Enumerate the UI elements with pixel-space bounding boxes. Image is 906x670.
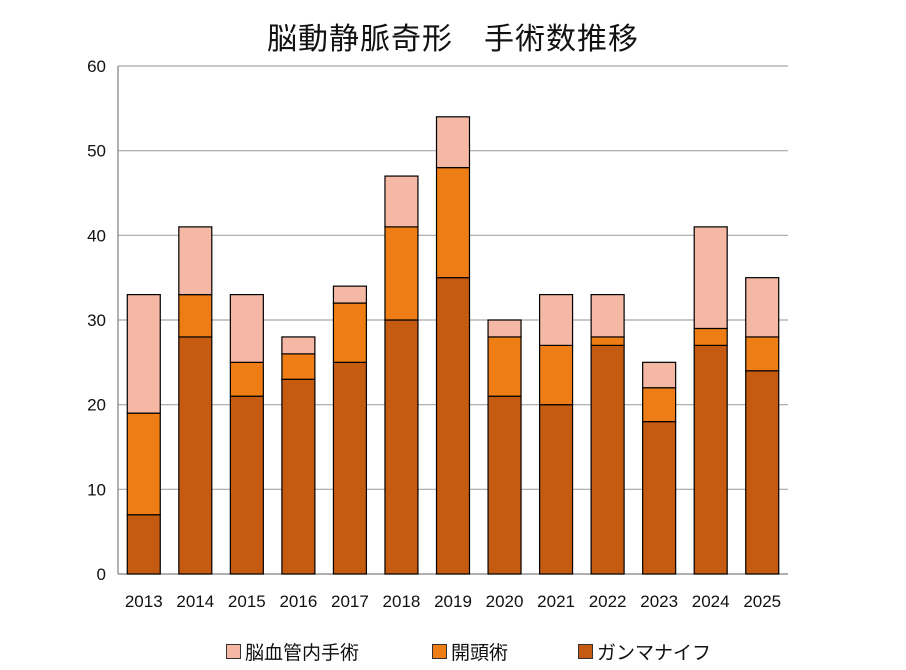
bar-2024-series-1	[693, 327, 728, 347]
y-tick-label-50: 50	[87, 142, 106, 161]
x-tick-label-2023: 2023	[640, 592, 678, 611]
legend-label-craniotomy: 開頭術	[451, 642, 509, 664]
x-tick-label-2013: 2013	[125, 592, 163, 611]
x-tick-label-2025: 2025	[743, 592, 781, 611]
legend-label-endovascular: 脳血管内手術	[245, 642, 360, 664]
bar-2025-series-0	[745, 370, 780, 575]
x-tick-label-2022: 2022	[589, 592, 627, 611]
bar-2025-series-2	[745, 277, 780, 338]
y-tick-label-20: 20	[87, 396, 106, 415]
bar-2017-series-1	[332, 302, 368, 363]
legend-item-gamma-knife: ガンマナイフ	[578, 638, 711, 665]
bar-2016-series-1	[281, 353, 316, 380]
bar-2014-series-1	[178, 294, 213, 338]
x-tick-label-2017: 2017	[331, 592, 369, 611]
bar-2020-series-0	[487, 395, 522, 575]
bar-2020-series-2	[487, 319, 522, 338]
bar-2019-series-0	[435, 277, 471, 575]
y-tick-label-10: 10	[87, 480, 106, 499]
y-tick-label-40: 40	[87, 226, 106, 245]
bar-2024-series-2	[693, 226, 728, 330]
bar-2018-series-0	[384, 319, 419, 575]
x-tick-label-2014: 2014	[176, 592, 214, 611]
bar-2013-series-2	[126, 294, 161, 414]
bar-2019-series-1	[435, 167, 471, 279]
bar-2013-series-0	[126, 514, 161, 575]
y-tick-label-60: 60	[87, 57, 106, 76]
x-tick-label-2015: 2015	[228, 592, 266, 611]
legend-item-craniotomy: 開頭術	[432, 638, 508, 665]
bar-2017-series-2	[332, 285, 368, 304]
x-tick-label-2020: 2020	[486, 592, 524, 611]
bar-2018-series-1	[384, 226, 419, 321]
bar-2015-series-2	[229, 294, 264, 363]
bar-2025-series-1	[745, 336, 780, 372]
legend-swatch-gamma-knife	[578, 644, 593, 659]
x-tick-label-2019: 2019	[434, 592, 472, 611]
bar-2022-series-2	[590, 294, 625, 338]
chart-title: 脳動静脈奇形 手術数推移	[267, 22, 639, 57]
bar-2024-series-0	[693, 344, 728, 575]
bar-2019-series-2	[435, 116, 471, 169]
bar-2022-series-0	[590, 344, 625, 575]
bar-2021-series-2	[538, 294, 574, 347]
y-tick-label-30: 30	[87, 311, 106, 330]
legend-label-gamma-knife: ガンマナイフ	[597, 642, 712, 664]
x-tick-label-2024: 2024	[692, 592, 730, 611]
bar-2022-series-1	[590, 336, 625, 346]
bar-2023-series-1	[642, 387, 677, 423]
bar-2014-series-2	[178, 226, 213, 296]
legend-swatch-craniotomy	[432, 644, 447, 659]
bar-2021-series-0	[538, 404, 574, 575]
bar-2021-series-1	[538, 344, 574, 406]
bar-2015-series-1	[229, 361, 264, 397]
bar-2016-series-2	[281, 336, 316, 355]
x-tick-label-2018: 2018	[383, 592, 421, 611]
bar-2018-series-2	[384, 175, 419, 228]
bar-2016-series-0	[281, 378, 316, 575]
bar-2020-series-1	[487, 336, 522, 397]
bar-2023-series-2	[642, 361, 677, 389]
x-tick-label-2021: 2021	[537, 592, 575, 611]
legend-swatch-endovascular	[226, 644, 241, 659]
legend-item-endovascular: 脳血管内手術	[226, 638, 359, 665]
bar-2017-series-0	[332, 361, 368, 575]
bar-2014-series-0	[178, 336, 213, 575]
legend: 脳血管内手術 開頭術 ガンマナイフ	[0, 638, 906, 668]
x-tick-label-2016: 2016	[279, 592, 317, 611]
bar-2023-series-0	[642, 421, 677, 575]
bar-2015-series-0	[229, 395, 264, 575]
bar-2013-series-1	[126, 412, 161, 516]
y-tick-label-0: 0	[97, 565, 106, 584]
